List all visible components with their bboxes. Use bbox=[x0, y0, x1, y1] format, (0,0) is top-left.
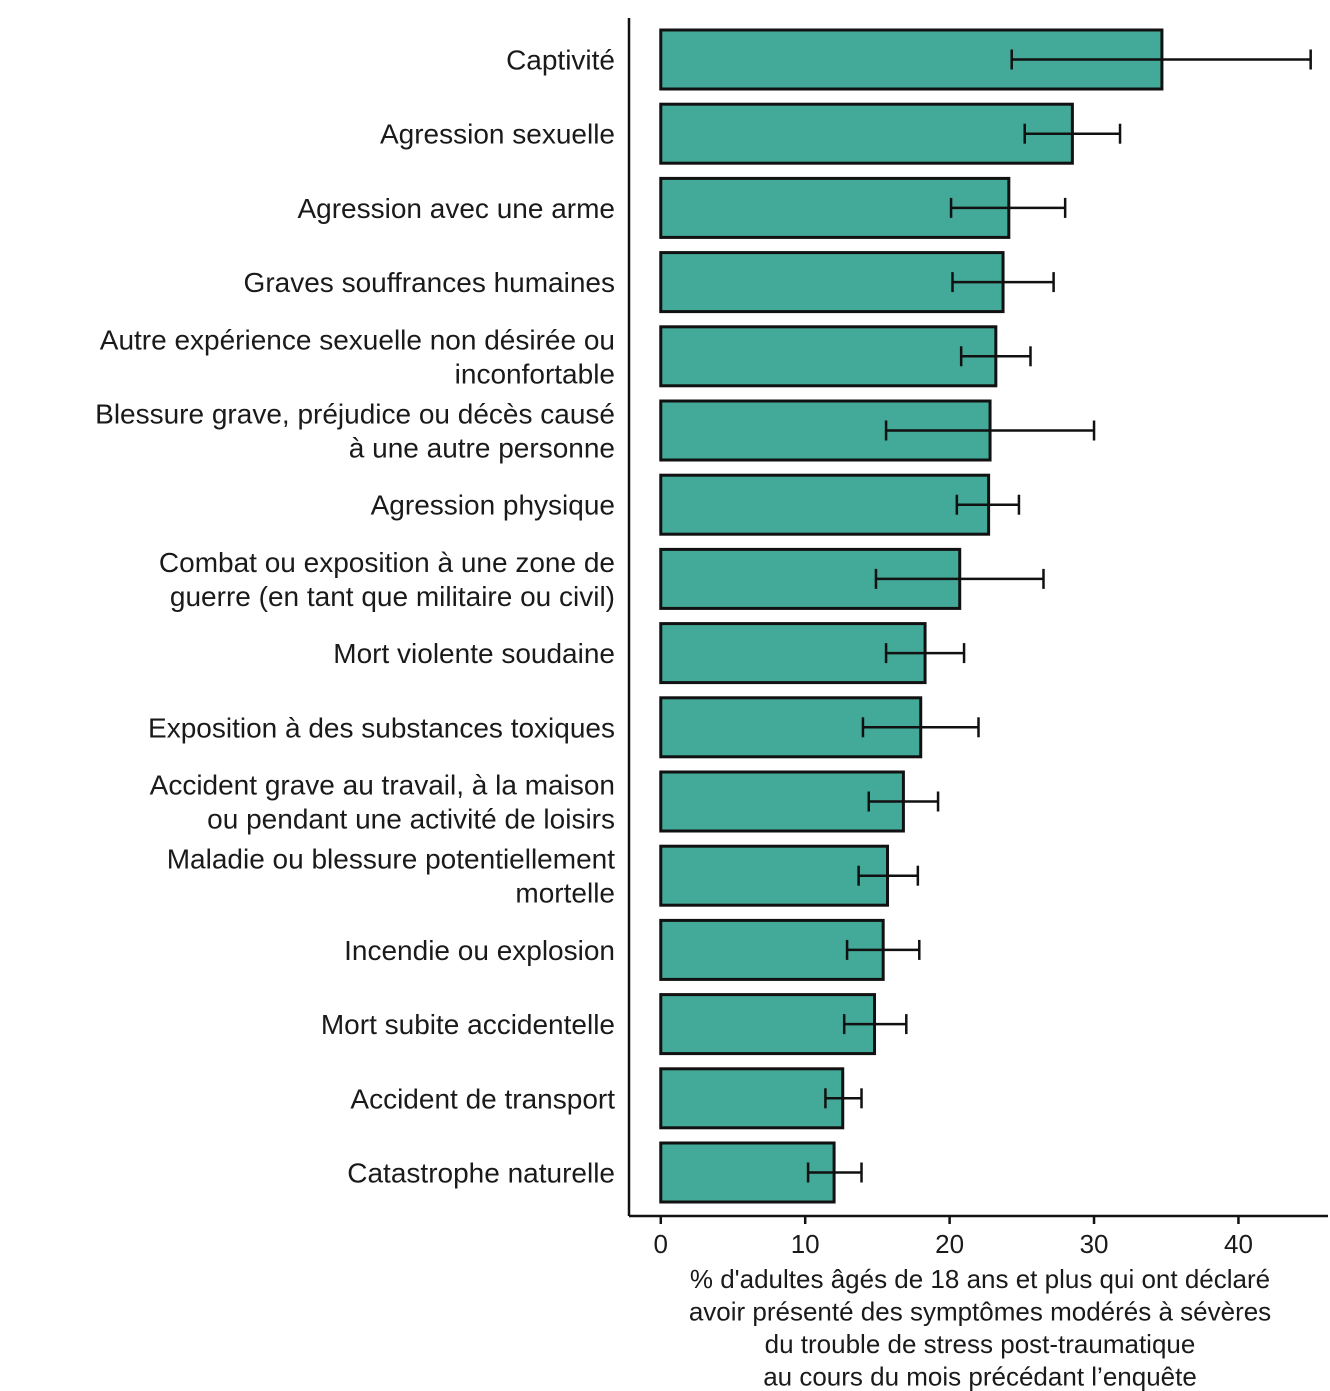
category-label-line: Graves souffrances humaines bbox=[244, 267, 615, 298]
error-bar bbox=[867, 791, 940, 812]
category-label-line: Combat ou exposition à une zone de bbox=[159, 547, 615, 578]
category-label-line: ou pendant une activité de loisirs bbox=[207, 804, 615, 835]
category-label-line: Autre expérience sexuelle non désirée ou bbox=[100, 324, 615, 355]
category-label-line: guerre (en tant que militaire ou civil) bbox=[170, 581, 615, 612]
error-bar bbox=[951, 272, 1055, 293]
category-label-line: Captivité bbox=[506, 45, 615, 76]
bar bbox=[659, 325, 998, 388]
category-label: Agression sexuelle bbox=[380, 119, 615, 150]
category-label-line: Accident grave au travail, à la maison bbox=[150, 770, 615, 801]
category-label-line: Mort violente soudaine bbox=[333, 638, 615, 669]
category-label: Incendie ou explosion bbox=[344, 935, 615, 966]
x-axis-ticks: 0 10 20 30 40 bbox=[654, 1216, 1253, 1259]
x-axis-title: % d'adultes âgés de 18 ans et plus qui o… bbox=[689, 1264, 1271, 1391]
category-label-line: Catastrophe naturelle bbox=[347, 1158, 615, 1189]
category-label: Combat ou exposition à une zone de guerre… bbox=[159, 547, 615, 612]
error-bar bbox=[874, 568, 1045, 589]
category-label: Exposition à des substances toxiques bbox=[148, 712, 615, 743]
category-label-line: inconfortable bbox=[455, 358, 615, 389]
error-bar bbox=[959, 346, 1032, 367]
error-bar bbox=[845, 939, 921, 960]
category-label: Autre expérience sexuelle non désirée ou… bbox=[100, 324, 615, 389]
bar bbox=[659, 770, 905, 833]
x-tick-label: 30 bbox=[1080, 1229, 1109, 1259]
category-label-line: Agression physique bbox=[371, 490, 615, 521]
error-bar bbox=[857, 865, 920, 886]
category-label: Agression avec une arme bbox=[297, 193, 615, 224]
x-axis-title-line: au cours du mois précédant l’enquête bbox=[763, 1362, 1197, 1391]
bar bbox=[659, 1067, 845, 1130]
error-bar bbox=[824, 1088, 863, 1109]
x-axis-title-line: avoir présenté des symptômes modérés à s… bbox=[689, 1297, 1271, 1327]
bar bbox=[659, 844, 890, 907]
category-label-line: Maladie ou blessure potentiellement bbox=[167, 844, 615, 875]
error-bar bbox=[949, 197, 1067, 218]
bar bbox=[659, 1141, 836, 1204]
category-label-line: Mort subite accidentelle bbox=[321, 1009, 615, 1040]
category-label: Blessure grave, préjudice ou décès causé… bbox=[95, 399, 615, 464]
error-bar bbox=[806, 1162, 863, 1183]
category-label: Graves souffrances humaines bbox=[244, 267, 615, 298]
category-label: Captivité bbox=[506, 45, 615, 76]
category-label-line: Blessure grave, préjudice ou décès causé bbox=[95, 399, 615, 430]
category-label: Accident de transport bbox=[350, 1083, 615, 1114]
category-label-line: Agression avec une arme bbox=[297, 193, 615, 224]
x-tick-label: 0 bbox=[654, 1229, 668, 1259]
error-bar bbox=[1010, 49, 1312, 70]
category-label: Mort subite accidentelle bbox=[321, 1009, 615, 1040]
category-label: Mort violente soudaine bbox=[333, 638, 615, 669]
category-labels: Captivité Agression sexuelle Agression ave… bbox=[95, 45, 615, 1189]
error-bar bbox=[884, 643, 966, 664]
x-tick-label: 20 bbox=[935, 1229, 964, 1259]
category-label: Catastrophe naturelle bbox=[347, 1158, 615, 1189]
category-label: Agression physique bbox=[371, 490, 615, 521]
bar bbox=[659, 473, 991, 536]
x-tick-label: 40 bbox=[1224, 1229, 1253, 1259]
error-bar bbox=[1023, 123, 1122, 144]
error-bar bbox=[861, 717, 980, 738]
x-tick-label: 10 bbox=[791, 1229, 820, 1259]
x-axis-title-line: % d'adultes âgés de 18 ans et plus qui o… bbox=[690, 1264, 1270, 1294]
error-bar bbox=[955, 494, 1021, 515]
category-label-line: Incendie ou explosion bbox=[344, 935, 615, 966]
error-bar bbox=[884, 420, 1096, 441]
category-label-line: Exposition à des substances toxiques bbox=[148, 712, 615, 743]
category-label-line: Agression sexuelle bbox=[380, 119, 615, 150]
category-label-line: Accident de transport bbox=[350, 1083, 615, 1114]
bars bbox=[659, 28, 1164, 1204]
category-label: Maladie ou blessure potentiellement morte… bbox=[167, 844, 615, 909]
x-axis-title-line: du trouble de stress post-traumatique bbox=[765, 1329, 1196, 1359]
category-label-line: à une autre personne bbox=[349, 433, 615, 464]
error-bar bbox=[842, 1014, 908, 1035]
bar bbox=[659, 102, 1074, 165]
bar bbox=[659, 993, 877, 1056]
bar bbox=[659, 622, 927, 685]
bar bbox=[659, 251, 1005, 314]
category-label: Accident grave au travail, à la maison ou… bbox=[150, 770, 615, 835]
category-label-line: mortelle bbox=[515, 878, 615, 909]
error-bars bbox=[806, 49, 1312, 1183]
